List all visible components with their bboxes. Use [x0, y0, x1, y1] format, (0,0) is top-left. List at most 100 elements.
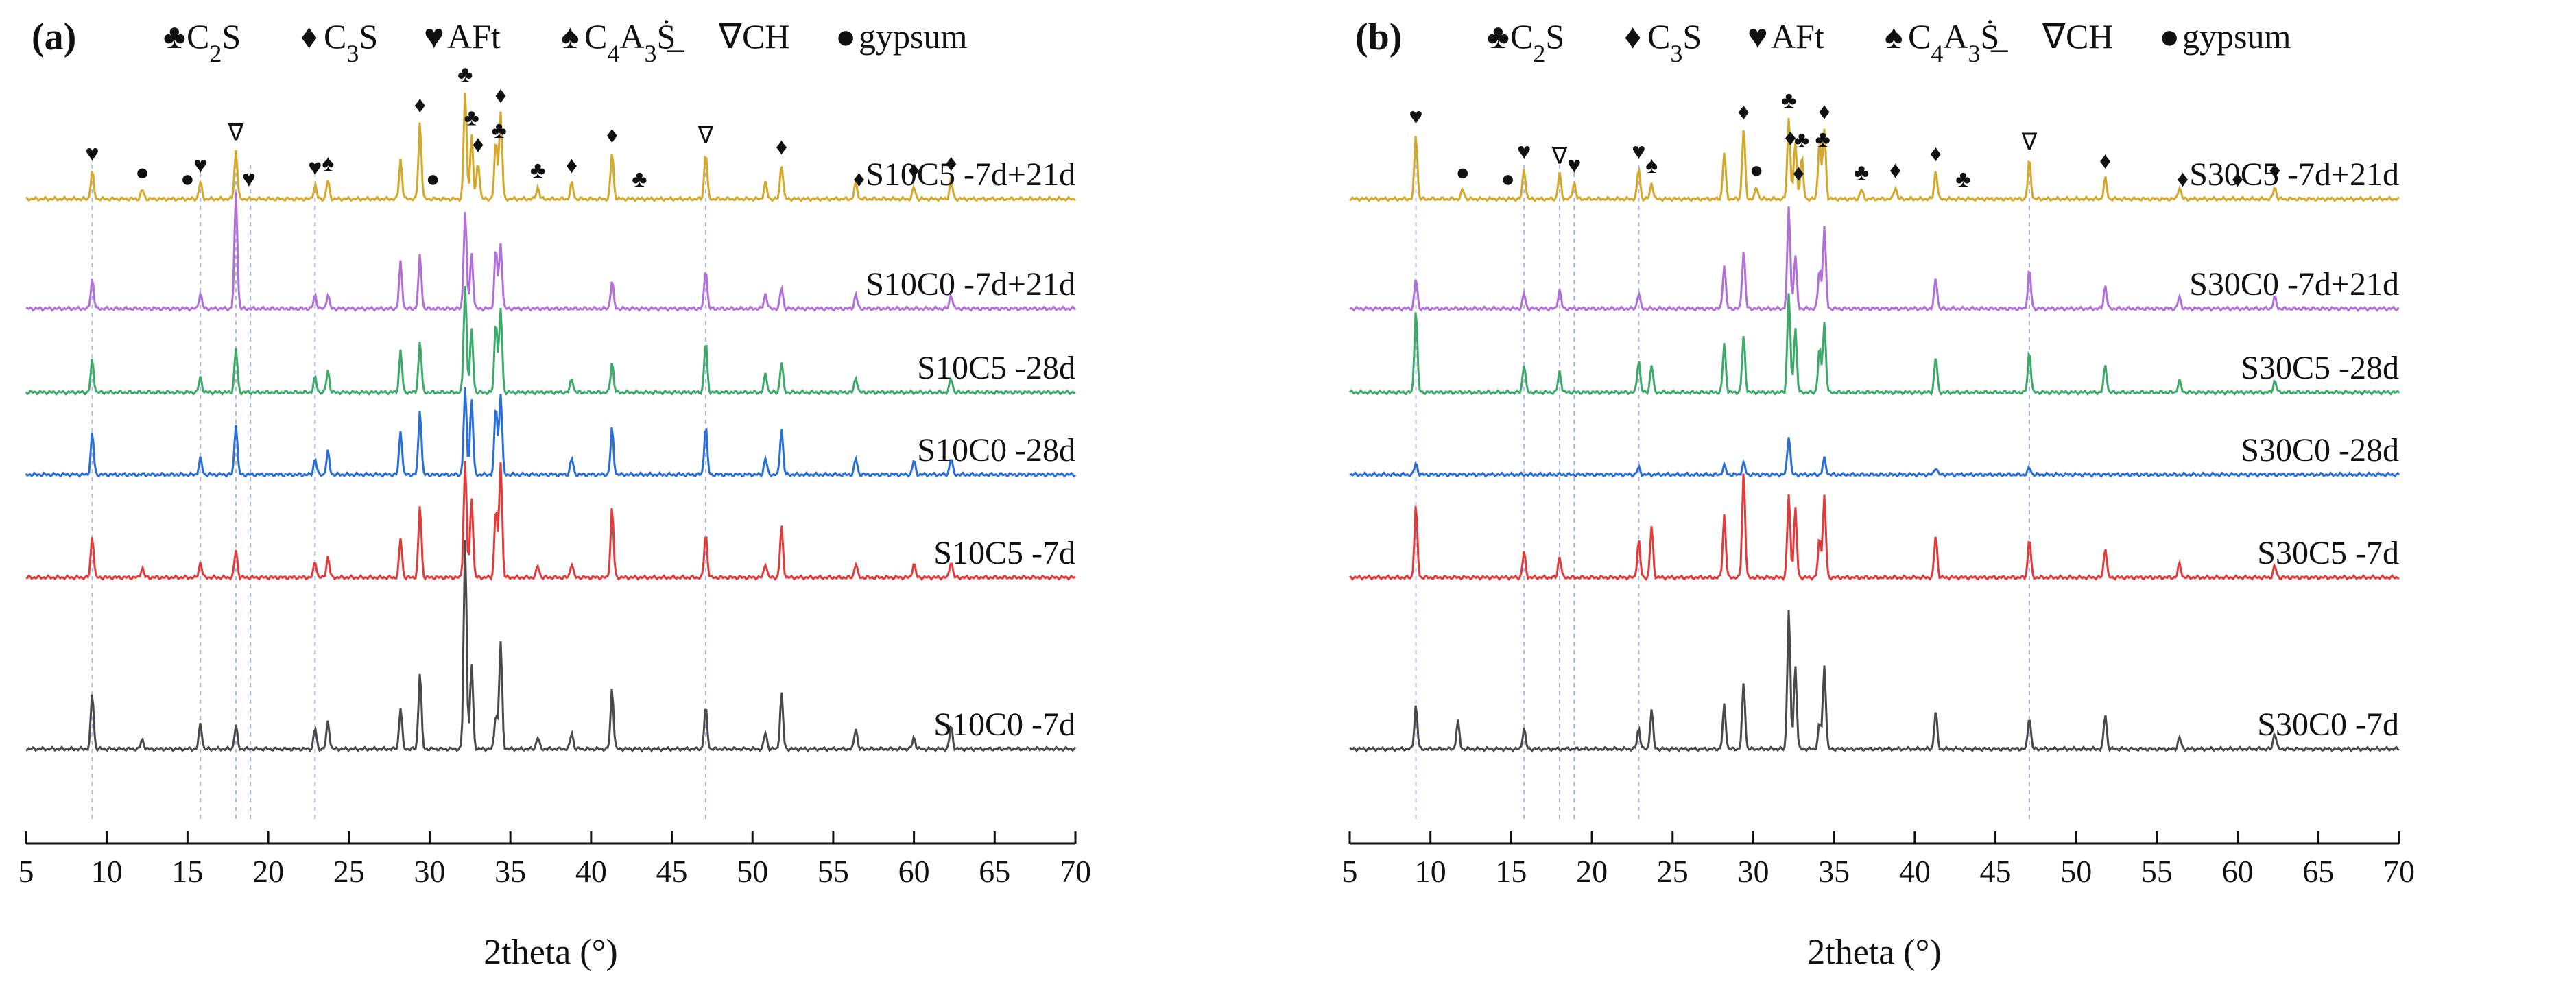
series-label: S30C5 -7d+21d: [2189, 156, 2399, 193]
phase-marker: ♣: [457, 62, 473, 88]
legend-item: ♣ C2S: [1487, 17, 1564, 67]
legend-item: ♥ AFt: [1748, 17, 1824, 56]
series-group: S10C5 -7d+21d S10C0 -7d+21d S10C5 -28d S10C…: [25, 93, 1077, 753]
series-line: [1349, 610, 2400, 753]
legend-item: ● gypsum: [2159, 17, 2291, 56]
x-tick-label: 5: [19, 854, 34, 889]
series-label: S10C0 -7d: [933, 706, 1075, 743]
phase-marker: ♦: [2269, 158, 2280, 183]
phase-marker: ♥: [1517, 139, 1531, 165]
phase-marker: ♦: [1738, 99, 1750, 125]
legend-item: ♦ C3S: [300, 17, 378, 67]
series-line: [25, 192, 1077, 313]
legend-symbol: ♣: [163, 17, 186, 56]
x-tick-label: 30: [1737, 854, 1769, 889]
x-tick-label: 65: [2302, 854, 2334, 889]
legend-label: AFt: [447, 17, 501, 56]
series-label: S10C0 -28d: [917, 432, 1075, 468]
phase-marker: ♦: [1930, 141, 1942, 167]
phase-marker: ♠: [1645, 153, 1658, 178]
series-label: S30C5 -7d: [2257, 535, 2399, 571]
phase-marker: ♣: [1854, 160, 1869, 185]
legend-label: C3S: [324, 17, 378, 67]
series-label: S10C5 -7d+21d: [866, 156, 1075, 193]
phase-markers: ♥● ●♥∇♥ ♥ ♠♦●♣♣♦♣♦♣ ♦♦♣∇ ♦♦ ♦ ♦: [85, 62, 957, 192]
phase-marker: ♦: [1889, 158, 1901, 183]
legend: ♣ C2S ♦ C3S ♥ AFt ♠ C4A3Ṡ̲ ∇ CH ● gypsum: [163, 17, 967, 67]
phase-marker: ♦: [606, 123, 618, 148]
series-line: [25, 93, 1077, 203]
phase-marker: ♦: [2232, 167, 2243, 192]
legend-item: ♠ C4A3Ṡ̲: [561, 17, 684, 67]
x-tick-label: 60: [898, 854, 930, 889]
x-tick-label: 50: [2060, 854, 2092, 889]
phase-marker: ♦: [853, 167, 865, 192]
legend-symbol: ♠: [1885, 17, 1903, 56]
series-group: S30C5 -7d+21d S30C0 -7d+21d S30C5 -28d S30C…: [1348, 117, 2400, 753]
phase-marker: ♦: [414, 93, 426, 118]
legend-item: ● gypsum: [835, 17, 967, 56]
x-tick-label: 55: [818, 854, 849, 889]
series-line: [1349, 437, 2400, 479]
phase-marker: ∇: [697, 123, 714, 148]
phase-marker: ♥: [1409, 104, 1422, 130]
legend-label: C2S: [1510, 17, 1564, 67]
x-tick-label: 10: [1415, 854, 1446, 889]
x-tick-label: 35: [494, 854, 526, 889]
phase-marker: ●: [1455, 160, 1470, 185]
phase-marker: ♠: [322, 151, 334, 176]
phase-marker: ●: [135, 160, 150, 185]
phase-marker: ♥: [85, 141, 99, 167]
x-tick-label: 5: [1342, 854, 1358, 889]
legend-item: ♦ C3S: [1624, 17, 1702, 67]
x-tick-label: 70: [2383, 854, 2415, 889]
x-tick-label: 25: [333, 854, 365, 889]
legend-symbol: ♥: [424, 17, 444, 56]
x-tick-label: 10: [91, 854, 123, 889]
x-axis-title: 2theta (°): [1807, 933, 1941, 972]
x-tick-label: 25: [1657, 854, 1689, 889]
phase-marker: ♣: [530, 158, 545, 183]
series-label: S30C0 -7d+21d: [2189, 266, 2399, 302]
legend-label: CH: [2066, 17, 2113, 56]
legend-item: ∇ CH: [2042, 17, 2113, 56]
legend-label: C2S: [187, 17, 241, 67]
legend-label: C4A3Ṡ̲: [1908, 17, 2008, 67]
legend-symbol: ♦: [1624, 17, 1642, 56]
x-tick-label: 65: [979, 854, 1010, 889]
phase-marker: ♣: [1794, 128, 1809, 153]
phase-marker: ●: [1750, 158, 1764, 183]
legend-item: ♠ C4A3Ṡ̲: [1885, 17, 2008, 67]
phase-marker: ♦: [2099, 148, 2111, 174]
phase-marker: ♦: [1793, 161, 1804, 187]
phase-marker: ♣: [632, 167, 647, 192]
phase-marker: ♥: [193, 153, 207, 178]
series-line: [1348, 473, 2400, 582]
x-tick-label: 40: [1899, 854, 1931, 889]
x-tick-label: 55: [2141, 854, 2173, 889]
phase-marker: ♦: [1785, 125, 1796, 150]
legend-label: gypsum: [859, 17, 967, 56]
legend-item: ♣ C2S: [163, 17, 241, 67]
x-tick-label: 15: [171, 854, 203, 889]
panel-label: (a): [32, 16, 76, 58]
phase-marker: ●: [180, 167, 195, 192]
legend-label: AFt: [1771, 17, 1824, 56]
x-axis-title: 2theta (°): [484, 933, 617, 972]
series-label: S10C0 -7d+21d: [866, 266, 1075, 302]
phase-marker: ♦: [945, 151, 957, 176]
series-line: [25, 460, 1076, 582]
series-label: S30C0 -28d: [2241, 432, 2399, 468]
x-tick-label: 45: [1980, 854, 2012, 889]
phase-marker: ∇: [228, 121, 244, 146]
panel-label: (b): [1355, 16, 1402, 58]
x-tick-label: 15: [1495, 854, 1527, 889]
legend-symbol: ♠: [561, 17, 580, 56]
legend-symbol: ●: [2159, 17, 2180, 56]
x-axis: 5 10 15 20 25 30 35 40 45 50 55 60 65 70 2theta (°): [19, 831, 1091, 972]
series-line: [1349, 206, 2400, 313]
x-tick-label: 50: [737, 854, 768, 889]
phase-marker: ●: [1501, 167, 1515, 192]
